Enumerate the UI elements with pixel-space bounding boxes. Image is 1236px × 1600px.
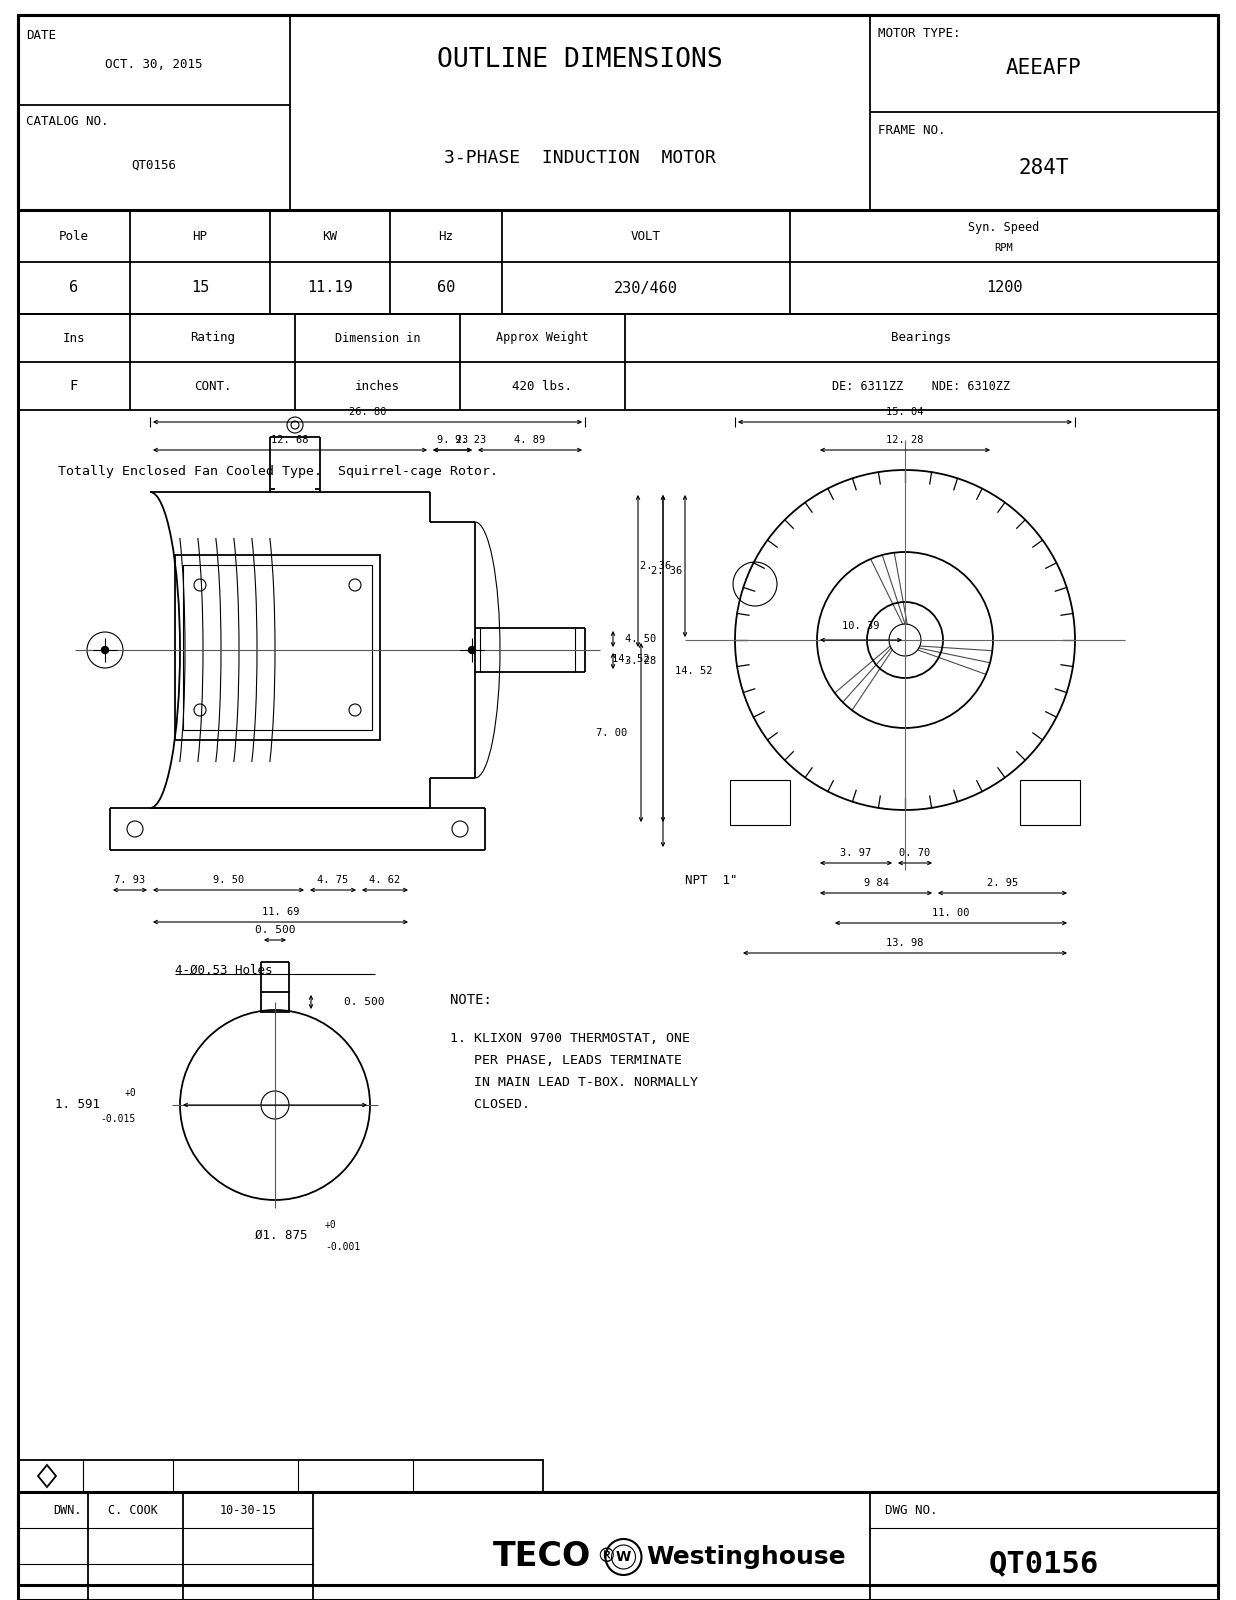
Text: C. COOK: C. COOK (108, 1504, 158, 1517)
Text: 0. 500: 0. 500 (344, 997, 384, 1006)
Text: 1. 591: 1. 591 (54, 1099, 100, 1112)
Text: 0. 500: 0. 500 (255, 925, 295, 934)
Text: 14. 52: 14. 52 (612, 653, 649, 664)
Circle shape (468, 646, 476, 653)
Text: +0: +0 (325, 1219, 336, 1230)
Text: 284T: 284T (1018, 158, 1069, 178)
Text: Hz: Hz (439, 229, 454, 243)
Text: DWN.: DWN. (53, 1504, 82, 1517)
Text: W: W (616, 1550, 632, 1565)
Text: 0. 70: 0. 70 (900, 848, 931, 858)
Bar (176, 555, 379, 739)
Text: Approx Weight: Approx Weight (496, 331, 588, 344)
Text: OCT. 30, 2015: OCT. 30, 2015 (105, 58, 203, 70)
Text: +0: +0 (125, 1088, 136, 1098)
Text: 3. 97: 3. 97 (840, 848, 871, 858)
Text: 26. 80: 26. 80 (349, 406, 386, 418)
Text: QT0156: QT0156 (131, 158, 177, 171)
Text: 1200: 1200 (986, 280, 1022, 296)
Text: DE: 6311ZZ    NDE: 6310ZZ: DE: 6311ZZ NDE: 6310ZZ (832, 379, 1011, 392)
Text: NPT  1": NPT 1" (685, 875, 738, 888)
Text: 6: 6 (69, 280, 79, 296)
Text: DWG NO.: DWG NO. (885, 1504, 937, 1517)
Bar (1020, 781, 1080, 826)
Text: 230/460: 230/460 (614, 280, 677, 296)
Text: 11. 00: 11. 00 (932, 909, 970, 918)
Text: QT0156: QT0156 (989, 1549, 1099, 1579)
Text: 11.19: 11.19 (308, 280, 352, 296)
Text: 9. 50: 9. 50 (213, 875, 245, 885)
Text: 14. 52: 14. 52 (675, 666, 712, 675)
Text: 2. 95: 2. 95 (986, 878, 1018, 888)
Text: MOTOR TYPE:: MOTOR TYPE: (878, 27, 960, 40)
Bar (19, 1459, 543, 1491)
Text: TECO: TECO (493, 1541, 592, 1573)
Text: FRAME NO.: FRAME NO. (878, 125, 946, 138)
Text: 3-PHASE  INDUCTION  MOTOR: 3-PHASE INDUCTION MOTOR (444, 149, 716, 166)
Circle shape (101, 646, 109, 653)
Text: 4. 89: 4. 89 (514, 435, 545, 445)
Text: IN MAIN LEAD T-BOX. NORMALLY: IN MAIN LEAD T-BOX. NORMALLY (450, 1075, 698, 1088)
Text: NOTE:: NOTE: (450, 994, 492, 1006)
Text: 2. 36: 2. 36 (640, 562, 671, 571)
Text: 1. KLIXON 9700 THERMOSTAT, ONE: 1. KLIXON 9700 THERMOSTAT, ONE (450, 1032, 690, 1045)
Text: DATE: DATE (26, 29, 56, 42)
Text: 10-30-15: 10-30-15 (220, 1504, 277, 1517)
Text: 12. 28: 12. 28 (886, 435, 923, 445)
Bar (261, 992, 289, 1013)
Text: VOLT: VOLT (632, 229, 661, 243)
Text: 13. 98: 13. 98 (886, 938, 923, 947)
Text: 10. 39: 10. 39 (842, 621, 880, 630)
Text: 60: 60 (436, 280, 455, 296)
Text: 3. 28: 3. 28 (625, 656, 656, 666)
Text: KW: KW (323, 229, 337, 243)
Text: 420 lbs.: 420 lbs. (513, 379, 572, 392)
Text: 9. 23: 9. 23 (455, 435, 486, 445)
Text: 2. 36: 2. 36 (651, 566, 682, 576)
Text: Dimension in: Dimension in (335, 331, 420, 344)
Text: Ø1. 875: Ø1. 875 (255, 1229, 308, 1242)
Text: RPM: RPM (995, 243, 1014, 253)
Text: Syn. Speed: Syn. Speed (968, 221, 1039, 235)
Text: Totally Enclosed Fan Cooled Type.  Squirrel-cage Rotor.: Totally Enclosed Fan Cooled Type. Squirr… (58, 466, 498, 478)
Text: 9. 23: 9. 23 (436, 435, 468, 445)
Text: inches: inches (355, 379, 400, 392)
Text: CLOSED.: CLOSED. (450, 1098, 530, 1110)
Text: CONT.: CONT. (194, 379, 231, 392)
Text: Rating: Rating (190, 331, 235, 344)
Text: F: F (69, 379, 78, 394)
Text: 15. 04: 15. 04 (886, 406, 923, 418)
Text: Westinghouse: Westinghouse (646, 1546, 847, 1570)
Text: 4-Ø0.53 Holes: 4-Ø0.53 Holes (176, 963, 272, 976)
Text: 15: 15 (190, 280, 209, 296)
Text: 11. 69: 11. 69 (262, 907, 299, 917)
Text: ®: ® (597, 1547, 616, 1566)
Text: Pole: Pole (59, 229, 89, 243)
Bar (730, 781, 790, 826)
Text: 4. 75: 4. 75 (318, 875, 349, 885)
Bar (183, 565, 372, 730)
Text: PER PHASE, LEADS TERMINATE: PER PHASE, LEADS TERMINATE (450, 1053, 682, 1067)
Text: 7. 93: 7. 93 (115, 875, 146, 885)
Text: AEEAFP: AEEAFP (1006, 58, 1082, 78)
Text: 9 84: 9 84 (864, 878, 889, 888)
Text: 12. 68: 12. 68 (271, 435, 309, 445)
Text: HP: HP (193, 229, 208, 243)
Text: 4. 62: 4. 62 (370, 875, 400, 885)
Text: -0.015: -0.015 (101, 1114, 136, 1123)
Text: -0.001: -0.001 (325, 1242, 360, 1251)
Bar (19, 1491, 1217, 1600)
Text: Ins: Ins (63, 331, 85, 344)
Text: 7. 00: 7. 00 (596, 728, 627, 738)
Text: 4. 50: 4. 50 (625, 634, 656, 643)
Text: OUTLINE DIMENSIONS: OUTLINE DIMENSIONS (438, 46, 723, 74)
Text: CATALOG NO.: CATALOG NO. (26, 115, 109, 128)
Text: Bearings: Bearings (891, 331, 952, 344)
